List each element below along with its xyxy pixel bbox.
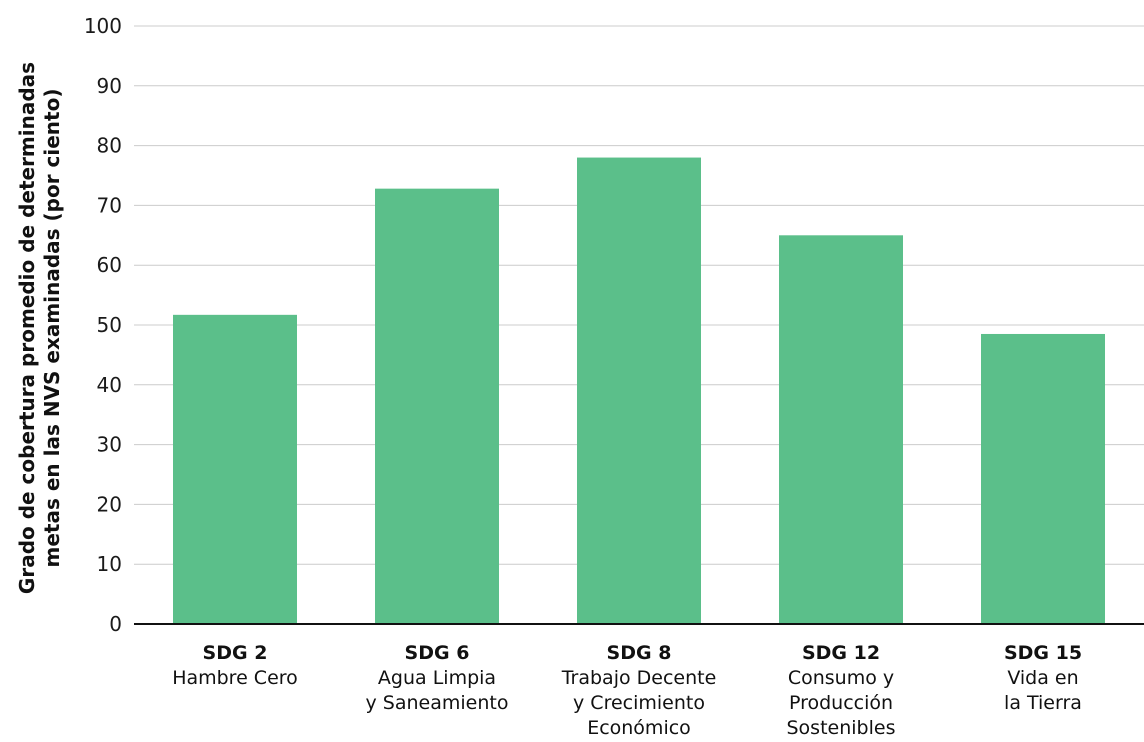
bars: [173, 157, 1105, 625]
y-tick-label: 60: [97, 253, 122, 277]
bar: [375, 188, 499, 624]
y-tick-label: 50: [97, 313, 122, 337]
x-category-code: SDG 6: [405, 642, 470, 664]
y-tick-label: 10: [97, 552, 122, 576]
y-tick-label: 70: [97, 193, 122, 217]
x-axis-categories: SDG 2 Hambre Cero SDG 6 Agua Limpia y Saneam…: [172, 642, 1082, 739]
y-tick-label: 30: [97, 433, 122, 457]
y-tick-label: 0: [109, 612, 122, 636]
x-category-label: Vida en: [1007, 667, 1078, 689]
bar: [981, 333, 1105, 624]
x-category-label: Agua Limpia: [378, 667, 496, 689]
y-tick-label: 90: [97, 74, 122, 98]
y-axis-label-line: Grado de cobertura promedio de determina…: [15, 62, 39, 594]
y-axis-label: Grado de cobertura promedio de determina…: [15, 62, 64, 594]
x-category-label: Económico: [587, 717, 691, 739]
x-category-code: SDG 8: [607, 642, 672, 664]
x-category-label: Hambre Cero: [172, 667, 298, 689]
x-category-code: SDG 2: [203, 642, 268, 664]
x-category-code: SDG 15: [1004, 642, 1082, 664]
x-category-label: Consumo y: [788, 667, 894, 689]
x-category-label: Trabajo Decente: [561, 667, 717, 689]
y-tick-label: 20: [97, 492, 122, 516]
x-category-label: Sostenibles: [787, 717, 896, 739]
y-tick-label: 40: [97, 373, 122, 397]
bar: [173, 314, 297, 624]
x-category-label: y Crecimiento: [573, 692, 705, 714]
y-tick-label: 100: [84, 14, 122, 38]
bar: [779, 235, 903, 625]
x-category-label: y Saneamiento: [366, 692, 509, 714]
bar: [577, 157, 701, 624]
x-category-code: SDG 12: [802, 642, 880, 664]
y-axis-ticks: 0 10 20 30 40 50 60 70 80 90 100: [84, 14, 122, 636]
y-axis-label-line: metas en las NVS examinadas (por ciento): [40, 89, 64, 568]
y-tick-label: 80: [97, 134, 122, 158]
x-category-label: Producción: [789, 692, 893, 714]
x-category-label: la Tierra: [1004, 692, 1082, 714]
